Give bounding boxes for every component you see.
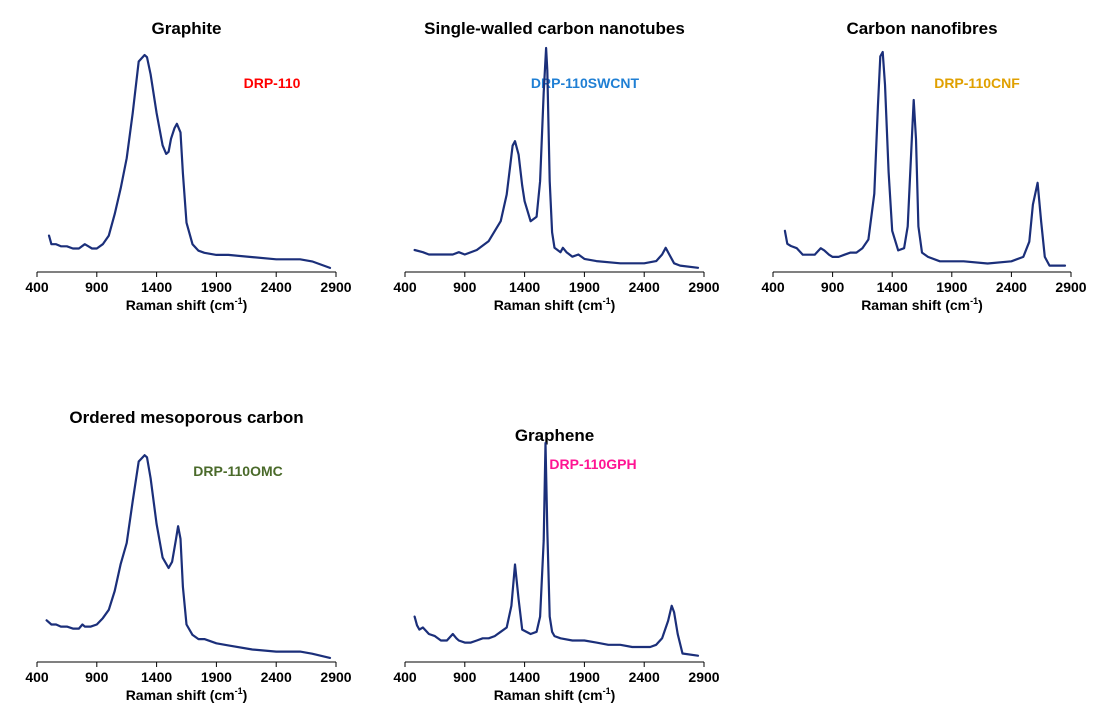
spectrum-panel: Ordered mesoporous carbon DRP-110OMC 400 90… — [25, 408, 351, 703]
sample-label: DRP-110CNF — [934, 75, 1020, 91]
x-axis-title: Raman shift (cm-1) — [126, 296, 248, 313]
x-tick-label: 1400 — [509, 669, 540, 685]
x-tick-label: 1400 — [141, 669, 172, 685]
panel-title: Graphite — [152, 19, 222, 38]
x-tick-label: 2900 — [1055, 279, 1086, 295]
x-tick-label: 2900 — [688, 669, 719, 685]
x-tick-label: 1400 — [509, 279, 540, 295]
spectrum-line — [783, 50, 1067, 267]
spectrum-panel: Single-walled carbon nanotubes DRP-110SWC… — [393, 19, 719, 313]
x-tick-label: 1900 — [201, 669, 232, 685]
x-tick-label: 400 — [393, 669, 417, 685]
panel-title: Ordered mesoporous carbon — [69, 408, 303, 427]
x-tick-label: 2400 — [629, 669, 660, 685]
x-tick-label: 2400 — [261, 279, 292, 295]
spectrum-panel: Graphene DRP-110GPH 400 900 1400 1900 2400 2900… — [393, 426, 719, 703]
x-tick-label: 2400 — [996, 279, 1027, 295]
sample-label: DRP-110SWCNT — [531, 75, 640, 91]
x-tick-label: 900 — [85, 279, 109, 295]
x-axis-title: Raman shift (cm-1) — [861, 296, 983, 313]
x-tick-label: 1900 — [936, 279, 967, 295]
x-tick-label: 400 — [761, 279, 785, 295]
x-tick-label: 400 — [393, 279, 417, 295]
spectrum-line — [413, 441, 700, 657]
x-tick-label: 1400 — [877, 279, 908, 295]
spectrum-line — [45, 454, 332, 660]
x-axis-title: Raman shift (cm-1) — [494, 296, 616, 313]
x-tick-label: 1900 — [569, 669, 600, 685]
x-axis-title: Raman shift (cm-1) — [494, 686, 616, 703]
sample-label: DRP-110GPH — [549, 456, 636, 472]
x-tick-label: 2400 — [261, 669, 292, 685]
spectrum-panel: Carbon nanofibres DRP-110CNF 400 900 1400 190… — [761, 19, 1086, 313]
spectrum-line — [413, 46, 700, 269]
sample-label: DRP-110OMC — [193, 463, 282, 479]
x-tick-label: 1400 — [141, 279, 172, 295]
x-tick-label: 900 — [453, 279, 477, 295]
x-tick-label: 400 — [25, 279, 49, 295]
x-tick-label: 2900 — [320, 669, 351, 685]
x-tick-label: 2400 — [629, 279, 660, 295]
x-axis-title: Raman shift (cm-1) — [126, 686, 248, 703]
spectrum-line — [47, 53, 332, 269]
x-tick-label: 2900 — [320, 279, 351, 295]
panel-title: Carbon nanofibres — [846, 19, 997, 38]
x-tick-label: 1900 — [201, 279, 232, 295]
panel-title: Single-walled carbon nanotubes — [424, 19, 685, 38]
x-tick-label: 400 — [25, 669, 49, 685]
x-tick-label: 900 — [453, 669, 477, 685]
x-tick-label: 1900 — [569, 279, 600, 295]
x-tick-label: 900 — [85, 669, 109, 685]
panel-title: Graphene — [515, 426, 594, 445]
spectrum-panel: Graphite DRP-110 400 900 1400 1900 2400 2900 Ram… — [25, 19, 351, 313]
sample-label: DRP-110 — [244, 75, 301, 91]
x-tick-label: 2900 — [688, 279, 719, 295]
x-tick-label: 900 — [821, 279, 845, 295]
